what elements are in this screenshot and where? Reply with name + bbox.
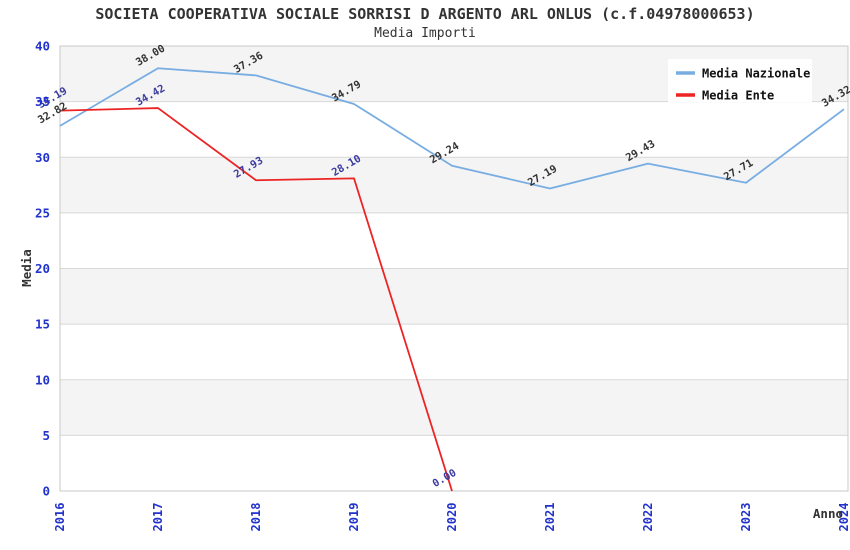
x-tick-label: 2016 — [53, 503, 67, 532]
x-tick-label: 2023 — [739, 503, 753, 532]
x-tick-label: 2017 — [151, 503, 165, 532]
legend-label: Media Ente — [702, 89, 774, 103]
x-tick-label: 2018 — [249, 503, 263, 532]
y-tick-label: 35 — [35, 94, 50, 109]
y-tick-label: 30 — [35, 150, 50, 165]
series-line-media-nazionale — [59, 67, 845, 190]
plot-band — [60, 212, 848, 269]
y-tick-label: 10 — [35, 372, 50, 387]
y-tick-label: 20 — [35, 261, 50, 276]
y-axis-title: Media — [19, 249, 34, 287]
y-tick-label: 0 — [42, 484, 50, 499]
series-line-media-ente — [59, 107, 453, 492]
x-tick-label: 2019 — [347, 503, 361, 532]
chart-title: SOCIETA COOPERATIVA SOCIALE SORRISI D AR… — [95, 5, 754, 23]
plot-band — [60, 324, 848, 380]
x-axis-title: Anno — [813, 506, 843, 521]
y-tick-label: 40 — [35, 39, 50, 54]
plot-band — [60, 379, 848, 436]
x-tick-label: 2020 — [445, 503, 459, 532]
chart-subtitle: Media Importi — [374, 26, 476, 41]
y-tick-label: 5 — [42, 428, 50, 443]
plot-band — [60, 101, 848, 158]
plot-band — [60, 435, 848, 491]
x-tick-label: 2024 — [837, 503, 850, 532]
legend-label: Media Nazionale — [702, 67, 810, 81]
plot-border — [59, 45, 849, 492]
y-tick-label: 25 — [35, 205, 50, 220]
x-tick-label: 2022 — [641, 503, 655, 532]
y-tick-label: 15 — [35, 317, 50, 332]
plot-band — [60, 268, 848, 325]
x-tick-label: 2021 — [543, 503, 557, 532]
